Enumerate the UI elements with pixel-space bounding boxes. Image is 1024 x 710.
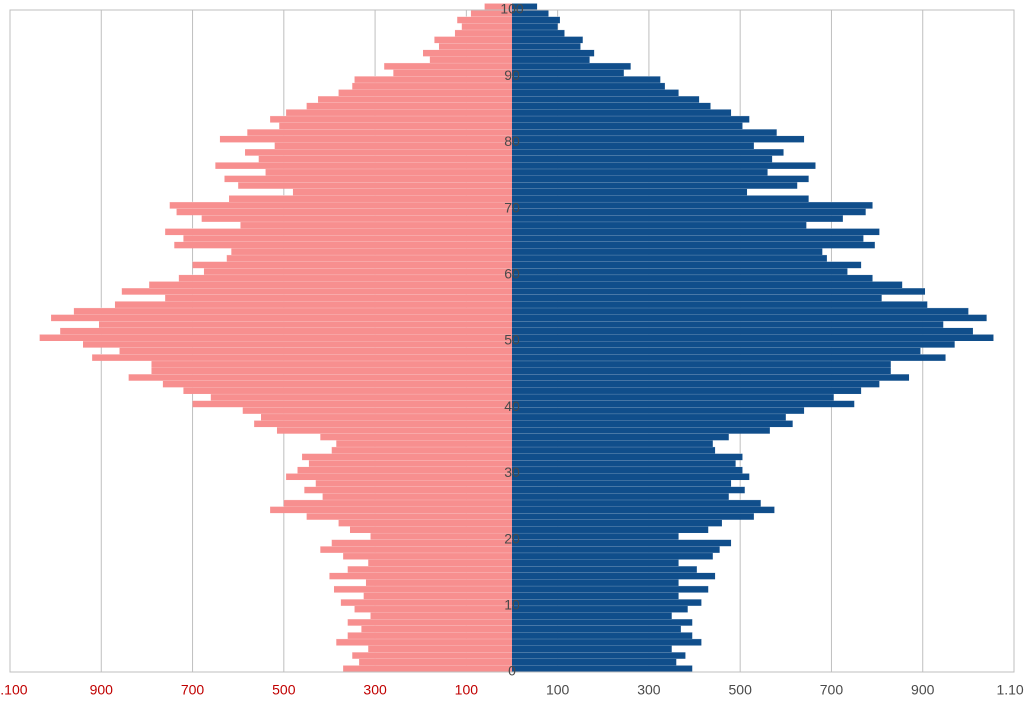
x-tick-label-right: 300 <box>637 681 661 697</box>
y-tick-label: 20 <box>504 530 520 546</box>
x-tick-label-right: 900 <box>911 681 935 697</box>
chart-svg: 0 10 20 30 40 50 60 70 80 90 100 100 100 300 300 500 500… <box>0 0 1024 710</box>
x-tick-label-left: 900 <box>90 681 114 697</box>
y-tick-label: 60 <box>504 266 520 282</box>
y-tick-label: 40 <box>504 398 520 414</box>
y-tick-label: 90 <box>504 67 520 83</box>
y-tick-label: 80 <box>504 133 520 149</box>
y-tick-label: 70 <box>504 199 520 215</box>
x-tick-label-left: 1.100 <box>0 681 28 697</box>
y-tick-label: 10 <box>504 597 520 613</box>
x-axis-labels: 100 100 300 300 500 500 700 700 900 900 1.100 1.100 <box>0 681 1024 697</box>
y-tick-label: 100 <box>500 1 524 17</box>
x-tick-label-right: 100 <box>546 681 570 697</box>
x-tick-label-left: 700 <box>181 681 205 697</box>
y-tick-label: 30 <box>504 464 520 480</box>
y-tick-label: 0 <box>508 663 516 679</box>
y-tick-label: 50 <box>504 332 520 348</box>
x-tick-label-left: 500 <box>272 681 296 697</box>
population-pyramid-chart: 0 10 20 30 40 50 60 70 80 90 100 100 100 300 300 500 500… <box>0 0 1024 710</box>
x-tick-label-right: 700 <box>820 681 844 697</box>
x-tick-label-right: 1.100 <box>996 681 1024 697</box>
x-tick-label-left: 100 <box>455 681 479 697</box>
x-tick-label-left: 300 <box>363 681 387 697</box>
x-tick-label-right: 500 <box>729 681 753 697</box>
